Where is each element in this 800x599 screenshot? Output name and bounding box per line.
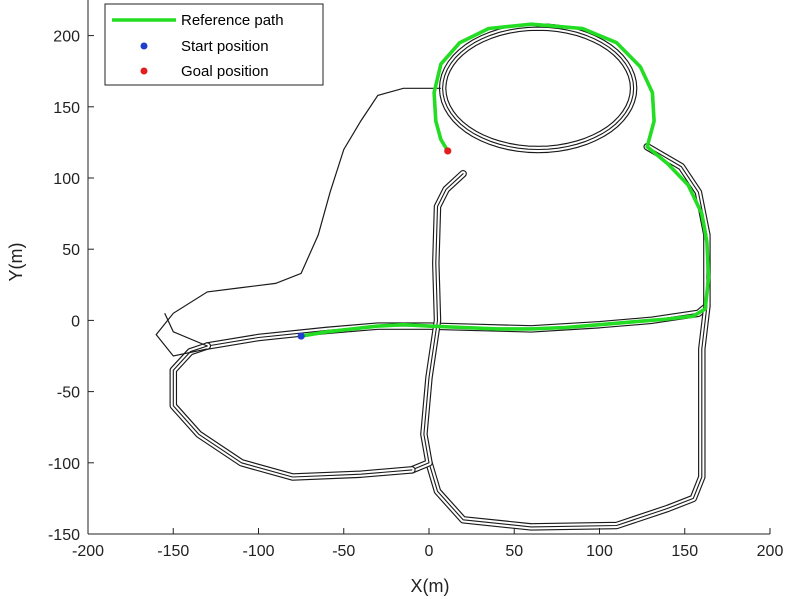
y-tick-label: -150	[48, 527, 80, 544]
x-tick-label: -100	[242, 543, 274, 560]
x-tick-label: 200	[757, 543, 784, 560]
y-tick-label: 50	[62, 242, 80, 259]
x-tick-label: 100	[586, 543, 613, 560]
y-axis-label: Y(m)	[6, 243, 26, 282]
markers-layer	[297, 147, 452, 340]
center-connector-road-centerline	[411, 173, 464, 471]
offroad-path	[155, 87, 441, 357]
x-tick-label: 0	[425, 543, 434, 560]
legend: Reference path Start position Goal posit…	[104, 3, 324, 86]
legend-start-swatch	[140, 42, 148, 50]
x-tick-label: -150	[157, 543, 189, 560]
y-tick-label: -100	[48, 456, 80, 473]
x-tick-label: -200	[72, 543, 104, 560]
reference-path-layer	[299, 22, 711, 338]
y-ticks: -150 -100 -50 0 50 100 150 200	[48, 29, 94, 544]
offroad-path-branch	[164, 313, 208, 347]
x-ticks: -200 -150 -100 -50 0 50 100 150 200	[72, 528, 783, 560]
top-loop-road-centerline	[442, 26, 635, 151]
goal-position-marker	[444, 147, 452, 155]
y-tick-label: 100	[53, 171, 80, 188]
x-tick-label: 150	[671, 543, 698, 560]
y-tick-label: -50	[57, 385, 80, 402]
legend-goal-swatch	[140, 67, 148, 75]
y-tick-label: 0	[71, 313, 80, 330]
legend-goal-label: Goal position	[181, 63, 269, 80]
x-axis-label: X(m)	[411, 576, 450, 596]
y-tick-label: 200	[53, 29, 80, 46]
legend-start-label: Start position	[181, 38, 269, 55]
start-position-marker	[297, 332, 305, 340]
x-tick-label: 50	[505, 543, 523, 560]
legend-reference-label: Reference path	[181, 12, 284, 29]
series-reference-path	[299, 22, 711, 338]
y-tick-label: 150	[53, 100, 80, 117]
x-tick-label: -50	[332, 543, 355, 560]
lower-left-road-centerline	[172, 345, 413, 478]
